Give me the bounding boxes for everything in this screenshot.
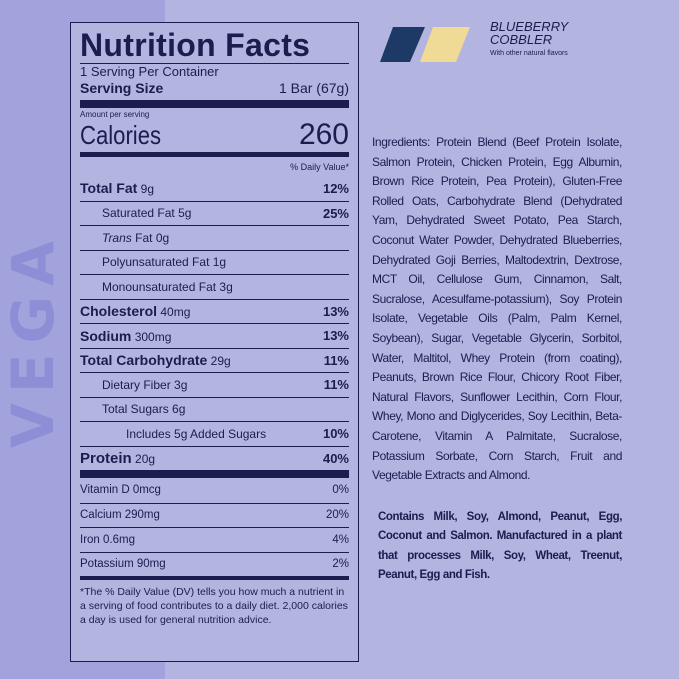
- nutrient-daily-value: 11%: [323, 377, 349, 393]
- nutrient-name: Total Fat: [80, 180, 138, 197]
- nutrient-name: Cholesterol: [80, 303, 158, 320]
- thick-divider: [80, 100, 349, 108]
- vitamin-row: Iron 0.6mg 4%: [80, 527, 349, 552]
- allergen-statement: Contains Milk, Soy, Almond, Peanut, Egg,…: [378, 510, 622, 582]
- nutrition-facts-label: Nutrition Facts 1 Serving Per Container …: [70, 22, 359, 662]
- navy-stripe: [380, 27, 425, 62]
- nutrient-row: Total Carbohydrate 29g 11%: [80, 347, 349, 373]
- medium-divider: [80, 152, 349, 157]
- nutrient-name-suffix: Fat: [135, 230, 153, 245]
- flavor-stripes-logo: [380, 27, 470, 62]
- serving-size-label: Serving Size: [80, 80, 164, 96]
- nutrient-name: Monounsaturated Fat: [102, 279, 217, 294]
- nutrient-list: Total Fat 9g 12% Saturated Fat 5g 25% Trans …: [80, 176, 349, 470]
- nutrient-amount: 6g: [172, 402, 186, 417]
- yellow-stripe: [420, 27, 470, 62]
- amount-per-serving: Amount per serving: [80, 110, 150, 119]
- vitamin-daily-value: 2%: [332, 558, 349, 571]
- ingredients-text: Ingredients: Protein Blend (Beef Protein…: [372, 135, 622, 483]
- nutrient-row: Polyunsaturated Fat 1g: [80, 249, 349, 275]
- nutrient-row: Total Fat 9g 12%: [80, 176, 349, 201]
- nutrient-amount: 3g: [219, 279, 233, 294]
- nutrient-name: Polyunsaturated Fat: [102, 255, 210, 270]
- vitamin-daily-value: 4%: [332, 533, 349, 546]
- vitamin-daily-value: 0%: [332, 484, 349, 497]
- nutrient-amount: 3g: [174, 377, 188, 392]
- nutrient-name: Sodium: [80, 327, 132, 344]
- text-column: Ingredients: Protein Blend (Beef Protein…: [372, 133, 622, 586]
- label-title: Nutrition Facts: [80, 27, 311, 63]
- thick-divider: [80, 470, 349, 478]
- nutrient-name: Total Carbohydrate: [80, 352, 208, 369]
- nutrient-row: Dietary Fiber 3g 11%: [80, 372, 349, 397]
- nutrient-amount: 0g: [155, 230, 170, 245]
- vitamin-name: Iron 0.6mg: [80, 533, 135, 546]
- nutrient-daily-value: 12%: [322, 180, 349, 196]
- nutrient-name: Total Sugars: [102, 402, 169, 417]
- nutrient-daily-value: 11%: [323, 352, 349, 368]
- nutrient-amount: 9g: [140, 182, 154, 197]
- nutrient-amount: 5g: [178, 206, 192, 221]
- vitamin-row: Calcium 290mg 20%: [80, 502, 349, 528]
- nutrient-amount: 29g: [210, 354, 231, 369]
- vitamin-name: Vitamin D 0mcg: [80, 484, 161, 497]
- vitamin-list: Vitamin D 0mcg 0% Calcium 290mg 20% Iron 0.6…: [80, 478, 349, 576]
- nutrient-daily-value: 13%: [322, 303, 349, 319]
- nutrient-daily-value: 10%: [322, 426, 349, 442]
- nutrient-amount: 1g: [212, 255, 227, 270]
- nutrient-row: Includes 5g Added Sugars 10%: [80, 421, 349, 446]
- nutrient-row: Total Sugars 6g: [80, 396, 349, 422]
- footnote: *The % Daily Value (DV) tells you how mu…: [80, 576, 349, 627]
- divider: [80, 63, 349, 64]
- nutrient-row: Trans Fat 0g: [80, 225, 349, 250]
- daily-value-header: % Daily Value*: [290, 162, 349, 172]
- nutrient-name: Saturated Fat: [102, 206, 175, 221]
- nutrient-daily-value: 13%: [322, 328, 349, 344]
- nutrient-amount: 40mg: [160, 305, 191, 320]
- calories-value: 260: [298, 118, 349, 151]
- serving-size-value: 1 Bar (67g): [278, 80, 349, 96]
- vitamin-row: Vitamin D 0mcg 0%: [80, 478, 349, 503]
- nutrient-name: Trans: [102, 230, 132, 245]
- nutrient-row: Protein 20g 40%: [80, 445, 349, 471]
- calories-label: Calories: [80, 120, 162, 150]
- nutrient-daily-value: 40%: [322, 450, 349, 466]
- nutrient-amount: 20g: [135, 451, 156, 466]
- nutrient-daily-value: 25%: [322, 205, 349, 221]
- nutrient-row: Saturated Fat 5g 25%: [80, 200, 349, 226]
- vitamin-name: Calcium 290mg: [80, 509, 160, 522]
- flavor-subtitle: With other natural flavors: [490, 50, 568, 57]
- background-brand-logo: VEGA: [0, 231, 66, 449]
- nutrient-row: Sodium 300mg 13%: [80, 323, 349, 348]
- nutrient-name: Includes 5g Added Sugars: [126, 426, 267, 441]
- vitamin-name: Potassium 90mg: [80, 558, 166, 571]
- flavor-name: BLUEBERRY COBBLER With other natural flavo…: [490, 19, 569, 57]
- nutrient-row: Cholesterol 40mg 13%: [80, 298, 349, 324]
- nutrient-amount: 300mg: [134, 329, 172, 344]
- servings-per-container: 1 Serving Per Container: [80, 64, 219, 79]
- nutrient-row: Monounsaturated Fat 3g: [80, 274, 349, 299]
- vitamin-row: Potassium 90mg 2%: [80, 551, 349, 577]
- nutrient-name: Protein: [80, 449, 132, 467]
- nutrient-name: Dietary Fiber: [102, 377, 171, 392]
- vitamin-daily-value: 20%: [325, 509, 349, 522]
